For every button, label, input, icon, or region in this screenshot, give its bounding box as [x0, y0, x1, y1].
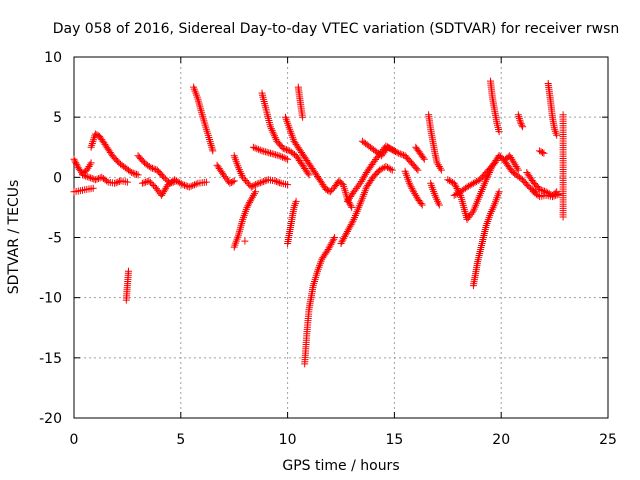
series-arc-24: [412, 143, 428, 163]
data-points: [401, 167, 426, 209]
data-points: [79, 171, 131, 187]
data-points: [487, 77, 503, 136]
data-points: [190, 83, 217, 155]
y-tick-label: 0: [53, 170, 62, 186]
data-points: [544, 80, 561, 139]
data-points: [412, 143, 428, 163]
series-arc-05: [122, 267, 132, 304]
data-points: [559, 111, 567, 221]
chart-title: Day 058 of 2016, Sidereal Day-to-day VTE…: [53, 21, 620, 37]
data-points: [230, 152, 292, 191]
y-tick-label: -20: [39, 411, 62, 427]
series-arc-29: [469, 188, 503, 290]
x-tick-label: 10: [279, 432, 297, 448]
data-points: [122, 267, 132, 304]
series-arc-31: [495, 152, 539, 196]
series-arc-30: [487, 77, 503, 136]
data-points: [529, 188, 563, 201]
x-tick-label: 20: [492, 432, 510, 448]
series-arc-35: [529, 188, 563, 201]
data-points: [425, 111, 445, 174]
data-points: [495, 152, 539, 196]
data-points: [427, 179, 443, 209]
series-arc-16: [294, 83, 307, 121]
data-points: [249, 143, 292, 163]
series-arc-28: [450, 157, 501, 199]
y-tick-label: 5: [53, 110, 62, 126]
series-arc-22: [358, 137, 398, 160]
data-points: [282, 113, 330, 193]
series-arc-37: [536, 147, 548, 157]
series-arc-26: [427, 179, 443, 209]
series-arc-18: [301, 234, 339, 368]
series-arc-09: [213, 161, 238, 187]
series-arc-13: [258, 89, 313, 179]
series-layer: [70, 77, 567, 368]
data-points: [70, 184, 97, 196]
series-arc-38: [559, 111, 567, 221]
series-arc-08: [190, 83, 217, 155]
series-arc-14: [249, 143, 292, 163]
x-tick-label: 5: [176, 432, 185, 448]
data-points: [241, 237, 249, 245]
data-points: [469, 188, 503, 290]
series-arc-20: [337, 163, 396, 247]
data-points: [358, 137, 398, 160]
data-points: [294, 83, 307, 121]
y-tick-label: 10: [44, 50, 62, 66]
series-arc-04: [79, 171, 131, 187]
data-points: [337, 163, 396, 247]
series-arc-36: [544, 80, 561, 139]
x-tick-label: 0: [70, 432, 79, 448]
series-arc-12: [241, 237, 249, 245]
series-arc-17: [284, 197, 300, 247]
data-points: [502, 152, 522, 174]
y-tick-label: -15: [39, 351, 62, 367]
y-tick-label: -10: [39, 291, 62, 307]
x-tick-label: 25: [599, 432, 617, 448]
series-arc-25: [425, 111, 445, 174]
series-arc-23: [401, 167, 426, 209]
data-points: [536, 147, 548, 157]
axis-ticks: 0 5 10 15 20 25 -20 -15 -10 -5 0 5 10: [39, 50, 617, 448]
series-arc-07: [138, 176, 178, 199]
data-points: [258, 89, 313, 179]
series-arc-02: [70, 184, 97, 196]
x-tick-label: 15: [385, 432, 403, 448]
grid: [74, 57, 608, 418]
data-points: [87, 130, 142, 179]
data-points: [284, 197, 300, 247]
data-points: [514, 111, 527, 131]
data-points: [301, 234, 339, 368]
series-arc-03: [87, 130, 142, 179]
x-axis-label: GPS time / hours: [282, 458, 399, 474]
series-arc-10: [230, 152, 292, 191]
data-points: [138, 176, 178, 199]
y-tick-label: -5: [48, 231, 62, 247]
data-points: [230, 188, 260, 251]
y-axis-label: SDTVAR / TECUs: [6, 180, 22, 295]
series-arc-15: [282, 113, 330, 193]
data-points: [213, 161, 238, 187]
data-points: [450, 157, 501, 199]
series-arc-11: [230, 188, 260, 251]
series-arc-33: [514, 111, 527, 131]
series-arc-32: [502, 152, 522, 174]
